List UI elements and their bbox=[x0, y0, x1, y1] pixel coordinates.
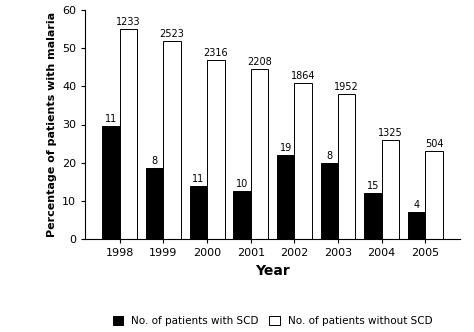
Text: 19: 19 bbox=[280, 143, 292, 153]
Bar bbox=[320, 163, 338, 239]
Bar bbox=[164, 41, 181, 239]
Text: 1325: 1325 bbox=[378, 128, 403, 138]
Bar bbox=[382, 140, 399, 239]
Bar bbox=[207, 60, 225, 239]
Text: 1864: 1864 bbox=[291, 71, 315, 81]
Bar bbox=[102, 126, 120, 239]
Text: 8: 8 bbox=[326, 151, 332, 161]
Bar bbox=[233, 191, 251, 239]
Text: 4: 4 bbox=[413, 201, 419, 210]
Bar bbox=[120, 29, 137, 239]
Bar bbox=[190, 186, 207, 239]
Text: 11: 11 bbox=[105, 115, 117, 124]
Bar bbox=[277, 155, 294, 239]
Text: 1952: 1952 bbox=[334, 82, 359, 92]
Text: 11: 11 bbox=[192, 174, 204, 184]
Text: 10: 10 bbox=[236, 179, 248, 189]
Bar bbox=[251, 69, 268, 239]
Text: 2523: 2523 bbox=[160, 29, 184, 39]
Bar bbox=[294, 83, 312, 239]
Text: 1233: 1233 bbox=[116, 17, 141, 27]
Y-axis label: Percentage of patients with malaria: Percentage of patients with malaria bbox=[46, 12, 56, 237]
Bar bbox=[425, 151, 443, 239]
Text: 15: 15 bbox=[367, 181, 379, 191]
Bar bbox=[408, 212, 425, 239]
Text: 2208: 2208 bbox=[247, 57, 272, 67]
Bar bbox=[364, 193, 382, 239]
Text: 8: 8 bbox=[152, 156, 158, 166]
Text: 2316: 2316 bbox=[203, 48, 228, 58]
Legend: No. of patients with SCD, No. of patients without SCD: No. of patients with SCD, No. of patient… bbox=[109, 312, 437, 330]
Text: 504: 504 bbox=[425, 139, 443, 149]
X-axis label: Year: Year bbox=[255, 264, 290, 278]
Bar bbox=[338, 94, 356, 239]
Bar bbox=[146, 168, 164, 239]
